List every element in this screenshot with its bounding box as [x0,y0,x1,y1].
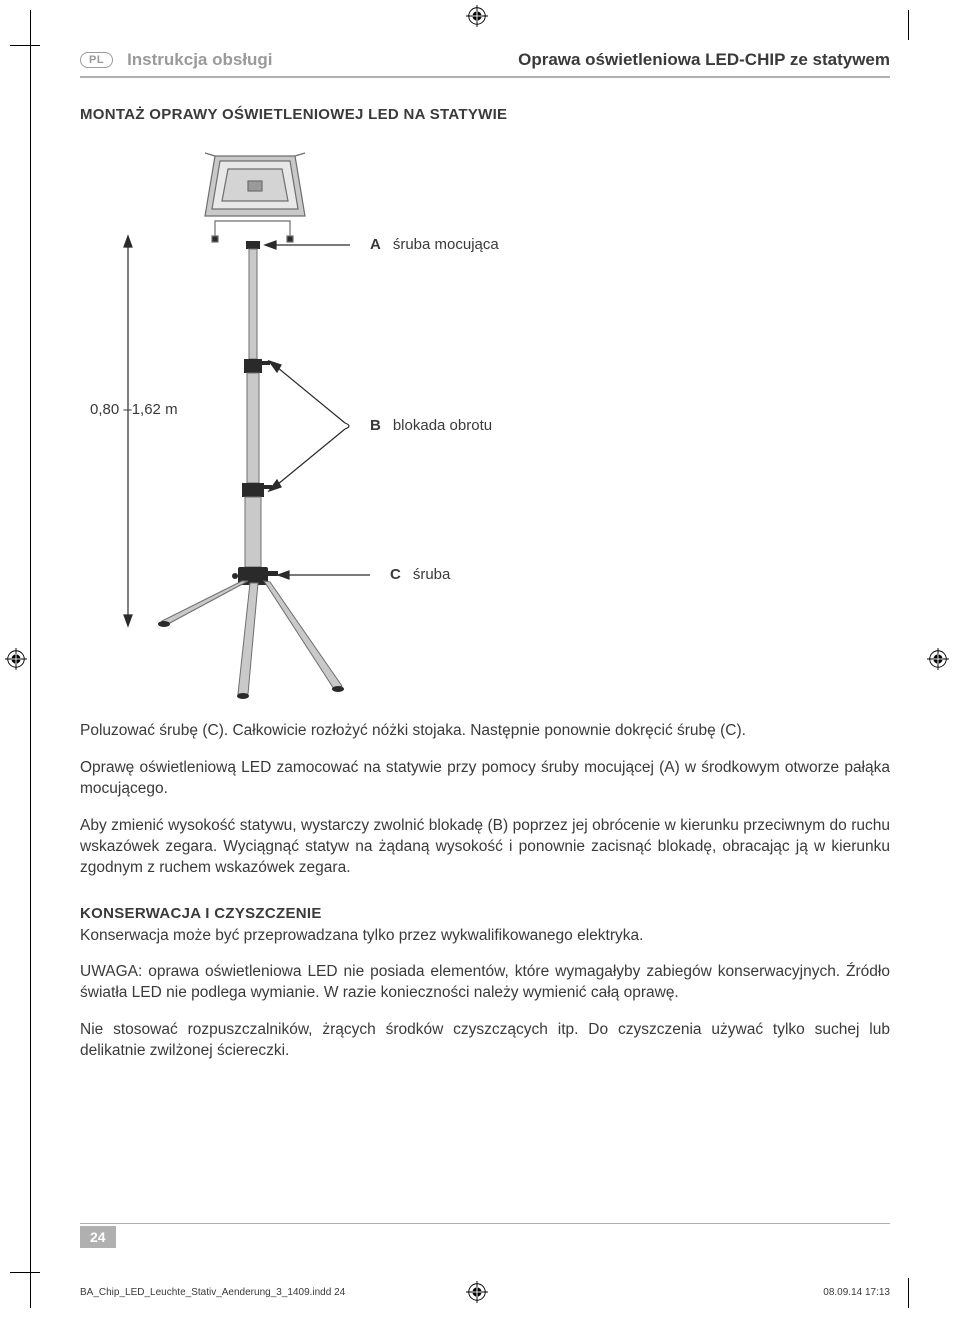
header-left: Instrukcja obsługi [127,50,272,70]
print-footer: BA_Chip_LED_Leuchte_Stativ_Aenderung_3_1… [80,1287,890,1298]
callout-text: śruba mocująca [393,236,499,253]
paragraph: Oprawę oświetleniową LED zamocować na st… [80,758,890,800]
crop-mark [10,1272,40,1273]
footer-date: 08.09.14 17:13 [823,1287,890,1298]
page-number: 24 [80,1226,116,1248]
callout-letter: A [370,236,381,253]
crop-mark [908,1278,909,1308]
page-header: PL Instrukcja obsługi Oprawa oświetlenio… [80,50,890,78]
header-right: Oprawa oświetleniowa LED-CHIP ze statywe… [518,50,890,70]
tripod-diagram: 0,80 –1,62 m A śruba mocująca B blokada … [100,141,890,701]
body-paragraphs: Poluzować śrubę (C). Całkowicie rozłożyć… [80,721,890,1062]
section-title-maintenance: KONSERWACJA I CZYSZCZENIE [80,905,890,922]
callout-text: śruba [413,566,451,583]
footer-filename: BA_Chip_LED_Leuchte_Stativ_Aenderung_3_1… [80,1287,345,1298]
callout-b: B blokada obrotu [370,417,492,434]
callout-a: A śruba mocująca [370,236,499,253]
page-content: PL Instrukcja obsługi Oprawa oświetlenio… [80,50,890,1078]
registration-mark-icon [927,648,949,670]
tripod-lamp-illustration [120,141,370,701]
paragraph: Poluzować śrubę (C). Całkowicie rozłożyć… [80,721,890,742]
callout-letter: B [370,417,381,434]
paragraph: Aby zmienić wysokość statywu, wystarczy … [80,816,890,879]
registration-mark-icon [5,648,27,670]
crop-mark [908,10,909,40]
page-number-rule [80,1223,890,1224]
callout-letter: C [390,566,401,583]
callout-c: C śruba [390,566,450,583]
section-title-mounting: MONTAŻ OPRAWY OŚWIETLENIOWEJ LED NA STAT… [80,106,890,123]
language-badge: PL [80,52,113,68]
crop-mark [10,45,40,46]
height-range-label: 0,80 –1,62 m [90,401,178,418]
paragraph: Nie stosować rozpuszczalników, żrących ś… [80,1020,890,1062]
registration-mark-icon [466,5,488,27]
paragraph: UWAGA: oprawa oświetleniowa LED nie posi… [80,962,890,1004]
callout-text: blokada obrotu [393,417,492,434]
crop-mark [30,10,31,1308]
paragraph: Konserwacja może być przeprowadzana tylk… [80,926,890,947]
